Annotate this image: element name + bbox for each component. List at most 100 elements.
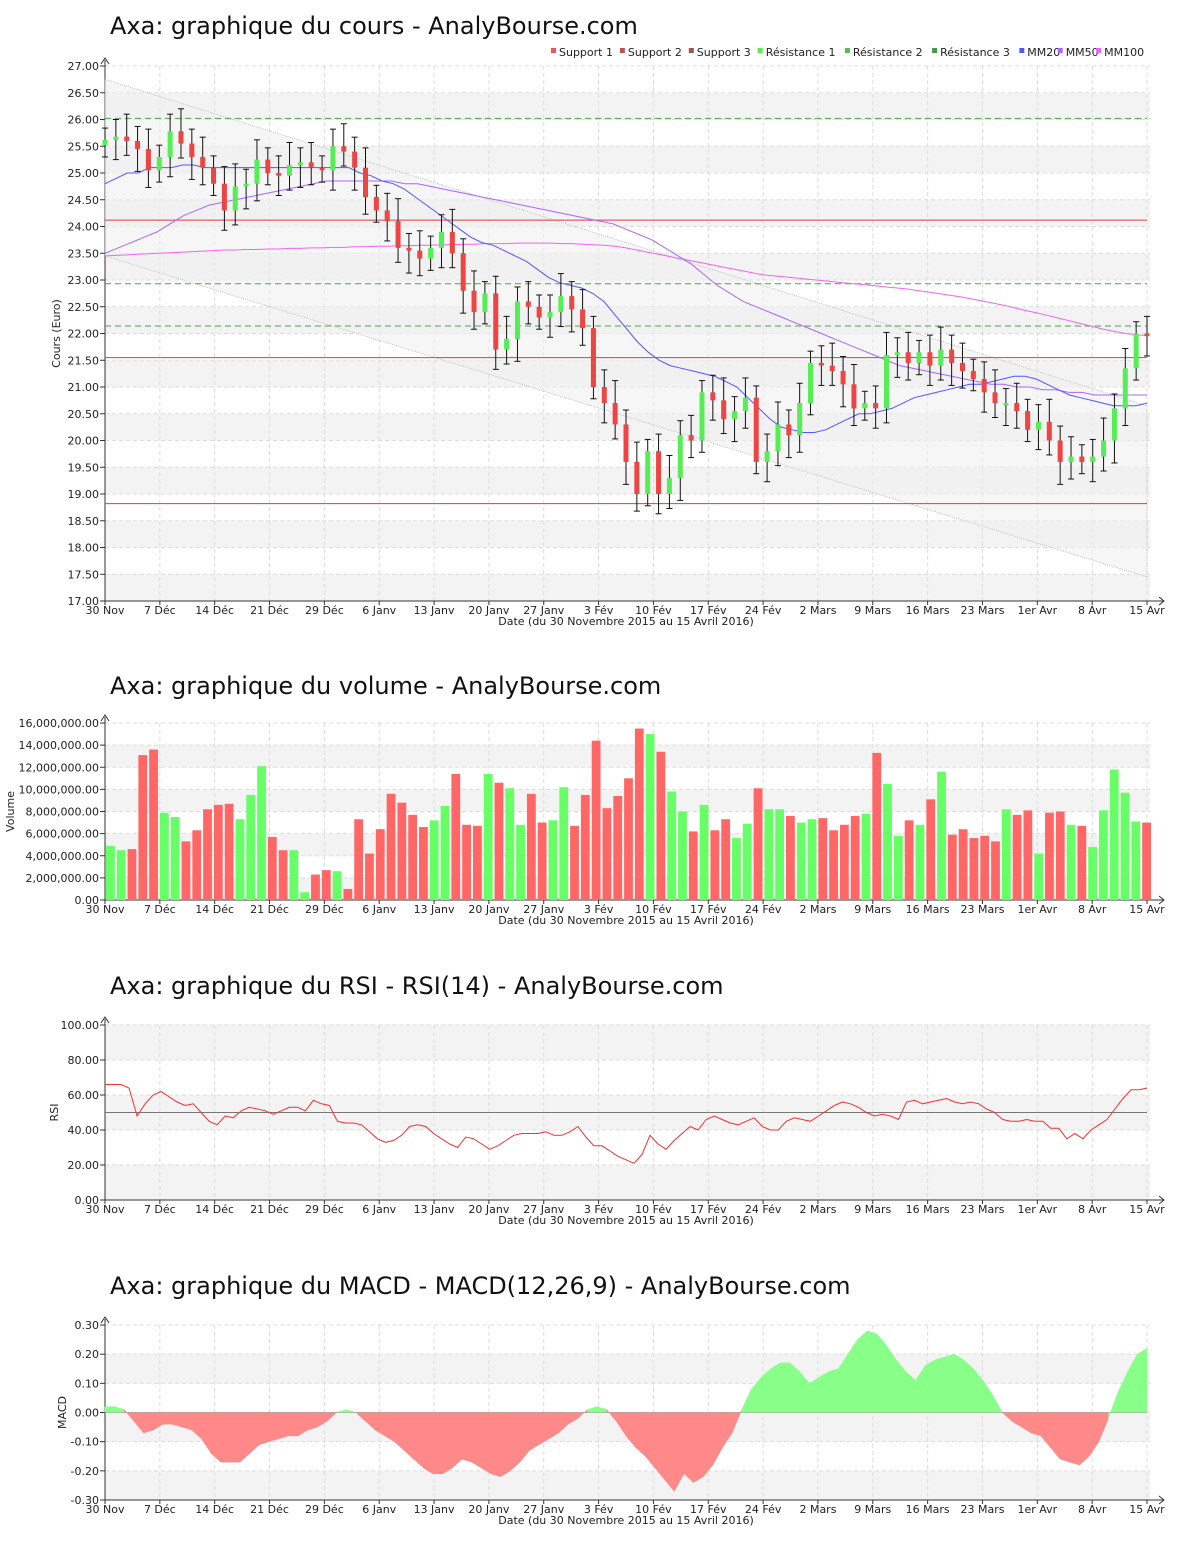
candle-body	[384, 210, 390, 222]
volume-bar	[289, 850, 299, 900]
candle-body	[721, 400, 727, 420]
candle-body	[645, 451, 651, 494]
volume-bar	[613, 796, 623, 900]
macd-area-segment	[201, 1412, 212, 1455]
macd-area-segment	[162, 1412, 173, 1425]
volume-bar	[526, 793, 536, 900]
candle-body	[341, 146, 347, 152]
macd-area-segment	[1050, 1412, 1061, 1460]
x-tick-label: 24 Fév	[745, 1503, 782, 1516]
volume-bar	[311, 874, 320, 900]
macd-area-segment	[982, 1379, 993, 1413]
candle-body	[330, 146, 336, 171]
volume-bar	[915, 824, 925, 900]
y-tick-label: 22.50	[68, 301, 100, 314]
legend-swatch	[757, 48, 763, 53]
macd-area-segment	[635, 1412, 646, 1457]
x-tick-label: 6 Janv	[362, 903, 396, 916]
x-tick-label: 21 Déc	[250, 903, 289, 916]
y-tick-label: 6,000,000.00	[26, 828, 99, 841]
candle-body	[840, 370, 846, 385]
macd-area-segment	[490, 1412, 501, 1478]
macd-area-segment	[1030, 1412, 1042, 1437]
y-axis-arrow	[100, 1016, 110, 1024]
macd-area-segment	[239, 1412, 250, 1463]
y-tick-label: 17.00	[68, 595, 100, 608]
x-tick-label: 17 Fév	[690, 903, 727, 916]
x-tick-label: 21 Déc	[250, 1503, 289, 1516]
macd-area-segment	[596, 1406, 607, 1413]
candle-body	[482, 293, 488, 313]
volume-bar	[861, 813, 871, 900]
macd-area-segment	[259, 1412, 270, 1445]
x-tick-label: 10 Fév	[635, 604, 672, 617]
macd-area-segment	[944, 1353, 955, 1413]
volume-bar	[462, 824, 471, 900]
x-tick-label: 30 Nov	[86, 1203, 125, 1216]
volume-bar	[645, 734, 655, 900]
volume-bar	[483, 773, 493, 900]
candle-body	[287, 164, 293, 176]
x-tick-label: 13 Janv	[414, 1503, 455, 1516]
macd-area-segment	[963, 1359, 974, 1413]
x-tick-label: 13 Janv	[414, 604, 455, 617]
macd-area-segment	[1137, 1347, 1148, 1413]
candle-body	[905, 352, 911, 363]
volume-bar	[106, 845, 115, 900]
volume-bar	[742, 823, 752, 900]
y-tick-label: 16,000,000.00	[19, 717, 99, 730]
volume-bar	[570, 825, 579, 900]
x-tick-label: 1er Avr	[1017, 1503, 1057, 1516]
macd-area-segment	[712, 1412, 723, 1466]
macd-area-segment	[587, 1406, 598, 1413]
macd-area-segment	[934, 1356, 945, 1413]
volume-bar	[958, 829, 968, 900]
y-tick-label: 23.00	[68, 274, 100, 287]
x-tick-label: 9 Mars	[854, 1203, 891, 1216]
x-tick-label: 9 Mars	[854, 1503, 891, 1516]
volume-bar	[321, 870, 331, 900]
x-tick-label: 15 Avr	[1129, 1203, 1165, 1216]
volume-bar	[181, 841, 191, 900]
candle-body	[1025, 411, 1031, 430]
grid-band	[105, 1025, 1150, 1060]
x-tick-label: 29 Déc	[305, 1203, 344, 1216]
x-axis-label: Date (du 30 Novembre 2015 au 15 Avril 20…	[498, 615, 754, 628]
x-tick-label: 14 Déc	[195, 1503, 234, 1516]
macd-area-segment	[452, 1412, 463, 1469]
x-tick-label: 23 Mars	[960, 1203, 1004, 1216]
candle-body	[135, 140, 141, 149]
y-tick-label: 10,000,000.00	[19, 783, 99, 796]
legend-entry: MM20	[1027, 46, 1060, 59]
candle-body	[786, 424, 792, 436]
volume-bar	[494, 782, 504, 900]
candle-body	[677, 435, 683, 478]
candle-body	[363, 167, 368, 198]
macd-area-segment	[288, 1412, 299, 1437]
volume-bar	[926, 799, 936, 900]
legend-entry: Support 3	[697, 46, 751, 59]
candle-body	[764, 451, 770, 462]
grid-band	[105, 92, 1150, 120]
candle-body	[514, 301, 520, 339]
candle-body	[319, 167, 325, 171]
candle-body	[1057, 440, 1063, 462]
y-tick-label: 14,000,000.00	[19, 739, 99, 752]
y-tick-label: 0.30	[75, 1319, 100, 1332]
macd-area-segment	[857, 1330, 868, 1413]
candle-body	[688, 435, 694, 441]
y-tick-label: -0.20	[71, 1465, 99, 1478]
candle-body	[373, 197, 379, 211]
y-tick-label: 19.50	[68, 461, 100, 474]
grid-band	[105, 745, 1150, 768]
macd-area-segment	[432, 1412, 443, 1474]
macd-area-segment	[828, 1368, 839, 1413]
macd-area-segment	[481, 1412, 492, 1475]
x-tick-label: 29 Déc	[305, 604, 344, 617]
y-tick-label: 18.00	[68, 542, 100, 555]
legend-swatch	[551, 48, 556, 53]
macd-area-segment	[220, 1412, 231, 1463]
legend-swatch	[844, 48, 850, 53]
volume-bar	[1142, 822, 1151, 900]
candle-body	[471, 290, 477, 313]
